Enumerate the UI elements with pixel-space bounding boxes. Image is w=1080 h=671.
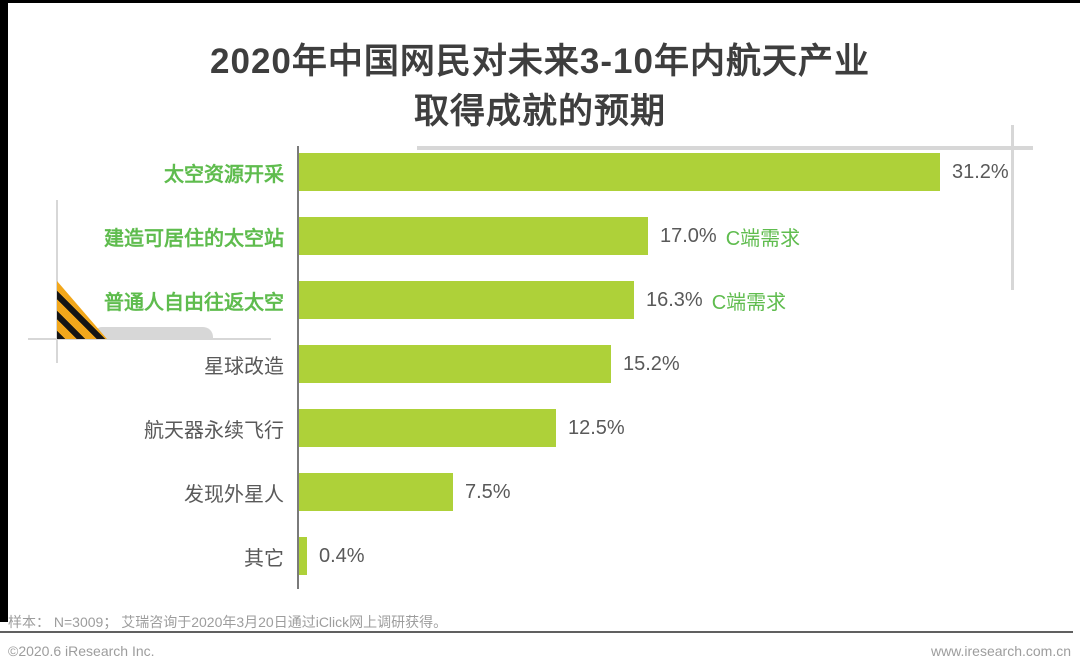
chart-row: 普通人自由往返太空 16.3% C端需求	[0, 268, 1080, 332]
website-url: www.iresearch.com.cn	[930, 643, 1071, 659]
value-label: 16.3% C端需求	[646, 268, 786, 332]
left-guide-line-horizontal	[28, 338, 271, 340]
bar-chart: 太空资源开采 31.2% 建造可居住的太空站 17.0% C端需求 普通人自由往返太空 16…	[0, 146, 1080, 589]
category-label: 太空资源开采	[164, 163, 284, 186]
category-label: 航天器永续飞行	[144, 419, 284, 442]
value-label: 12.5%	[568, 396, 625, 460]
category-label: 发现外星人	[184, 483, 284, 506]
value-label: 15.2%	[623, 332, 680, 396]
bar	[299, 473, 453, 511]
value-percent: 7.5%	[465, 480, 511, 503]
value-label: 17.0% C端需求	[660, 204, 800, 268]
value-percent: 15.2%	[623, 352, 680, 375]
y-axis-line	[297, 146, 299, 589]
value-percent: 31.2%	[952, 160, 1009, 183]
bar	[299, 409, 556, 447]
value-label: 31.2%	[952, 140, 1009, 204]
copyright-text: ©2020.6 iResearch Inc.	[8, 643, 155, 659]
chart-row: 航天器永续飞行 12.5%	[0, 396, 1080, 460]
chart-row: 星球改造 15.2%	[0, 332, 1080, 396]
chart-title-line2: 取得成就的预期	[413, 92, 666, 132]
value-label: 0.4%	[319, 524, 365, 588]
value-annotation: C端需求	[711, 291, 787, 314]
bar	[299, 217, 648, 255]
page-border-top	[0, 0, 1080, 3]
value-percent: 12.5%	[568, 416, 625, 439]
chart-title: 2020年中国网民对未来3-10年内航天产业 取得成就的预期	[0, 37, 1080, 136]
footer-divider	[0, 631, 1073, 633]
bar	[299, 345, 611, 383]
value-label: 7.5%	[465, 460, 511, 524]
category-label: 星球改造	[204, 355, 284, 378]
chart-row: 太空资源开采 31.2%	[0, 140, 1080, 204]
chart-row: 其它 0.4%	[0, 524, 1080, 588]
page-border-left	[0, 0, 8, 622]
sample-note: 样本： N=3009； 艾瑞咨询于2020年3月20日通过iClick网上调研获…	[8, 614, 448, 630]
bar	[299, 153, 940, 191]
bar	[299, 281, 634, 319]
ramp-decoration	[94, 327, 213, 339]
corner-line-vertical	[1011, 125, 1014, 290]
value-percent: 0.4%	[319, 544, 365, 567]
value-percent: 16.3%	[646, 288, 703, 311]
category-label: 普通人自由往返太空	[104, 291, 284, 314]
value-percent: 17.0%	[660, 224, 717, 247]
chart-title-line1: 2020年中国网民对未来3-10年内航天产业	[210, 42, 870, 82]
category-label: 建造可居住的太空站	[104, 227, 284, 250]
corner-line-horizontal	[417, 146, 1033, 150]
category-label: 其它	[244, 547, 284, 570]
chart-row: 建造可居住的太空站 17.0% C端需求	[0, 204, 1080, 268]
chart-row: 发现外星人 7.5%	[0, 460, 1080, 524]
value-annotation: C端需求	[725, 227, 801, 250]
bar	[299, 537, 307, 575]
